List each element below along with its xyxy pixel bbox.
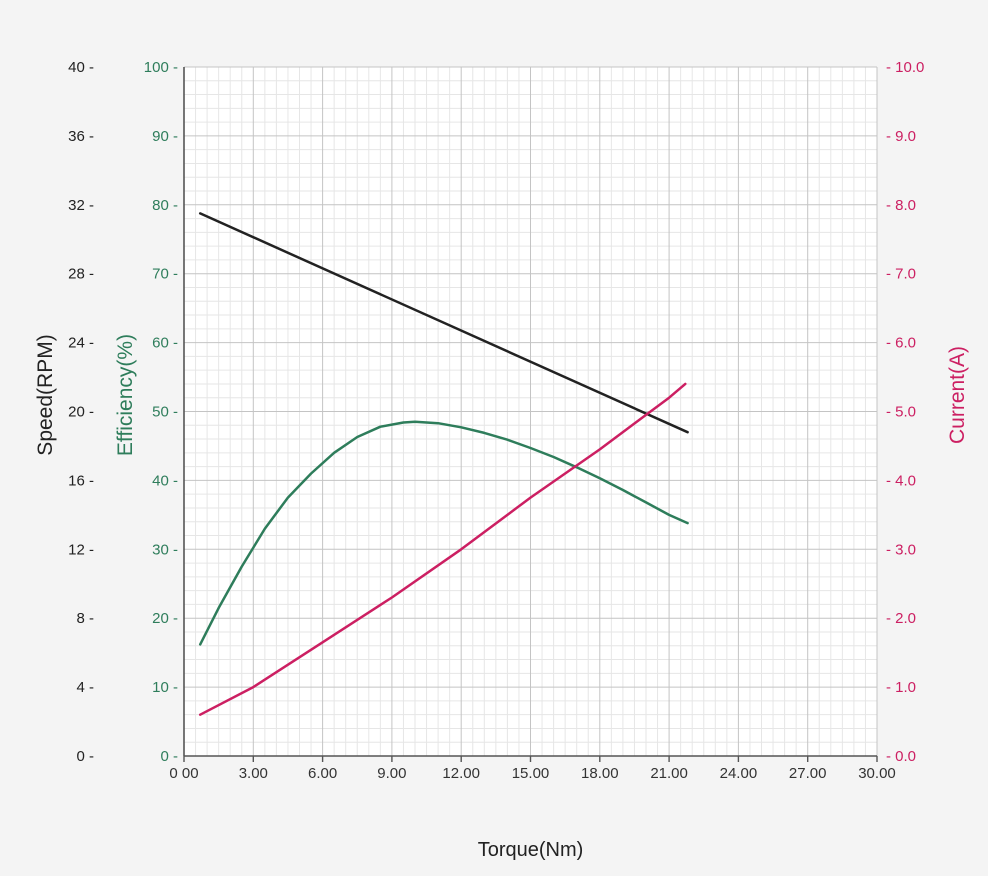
current-axis-label: Current(A) (946, 346, 969, 444)
speed-tick-label: 0 - (76, 748, 94, 765)
efficiency-tick-label: 90 - (152, 128, 178, 145)
speed-tick-label: 40 - (68, 59, 94, 76)
speed-tick-label: 12 - (68, 541, 94, 558)
x-tick-label: 21.00 (650, 765, 688, 782)
current-tick-label: - 7.0 (886, 266, 916, 283)
current-tick-label: - 0.0 (886, 748, 916, 765)
current-tick-label: - 6.0 (886, 335, 916, 352)
speed-tick-label: 8 - (76, 610, 94, 627)
efficiency-tick-label: 80 - (152, 197, 178, 214)
tick-labels: 0 00 3.00 6.00 9.00 12.00 15.00 18.00 21.00 24.0… (68, 59, 924, 782)
speed-tick-label: 28 - (68, 266, 94, 283)
x-axis-label: Torque(Nm) (478, 839, 584, 861)
x-tick-label: 0 00 (169, 765, 198, 782)
speed-tick-label: 32 - (68, 197, 94, 214)
current-tick-label: - 2.0 (886, 610, 916, 627)
speed-tick-label: 24 - (68, 335, 94, 352)
current-tick-label: - 10.0 (886, 59, 924, 76)
x-tick-label: 18.00 (581, 765, 619, 782)
efficiency-tick-label: 70 - (152, 266, 178, 283)
x-tick-label: 24.00 (720, 765, 758, 782)
speed-curve (198, 212, 689, 434)
speed-tick-label: 4 - (76, 679, 94, 696)
efficiency-tick-label: 30 - (152, 541, 178, 558)
series-lines (198, 212, 689, 716)
efficiency-tick-label: 40 - (152, 472, 178, 489)
current-tick-label: - 4.0 (886, 472, 916, 489)
x-tick-label: 15.00 (512, 765, 550, 782)
current-tick-label: - 1.0 (886, 679, 916, 696)
efficiency-tick-label: 50 - (152, 404, 178, 421)
current-tick-label: - 3.0 (886, 541, 916, 558)
current-tick-label: - 5.0 (886, 404, 916, 421)
speed-axis-label: Speed(RPM) (34, 334, 57, 455)
speed-tick-label: 36 - (68, 128, 94, 145)
speed-tick-label: 16 - (68, 472, 94, 489)
current-tick-label: - 8.0 (886, 197, 916, 214)
efficiency-tick-label: 100 - (144, 59, 178, 76)
current-curve (198, 382, 687, 716)
x-tick-label: 6.00 (308, 765, 337, 782)
x-tick-label: 3.00 (239, 765, 268, 782)
axes (183, 67, 878, 762)
efficiency-tick-label: 10 - (152, 679, 178, 696)
efficiency-axis-label: Efficiency(%) (114, 334, 137, 456)
speed-tick-label: 20 - (68, 404, 94, 421)
x-tick-label: 27.00 (789, 765, 827, 782)
efficiency-tick-label: 0 - (160, 748, 178, 765)
efficiency-tick-label: 60 - (152, 335, 178, 352)
efficiency-tick-label: 20 - (152, 610, 178, 627)
current-tick-label: - 9.0 (886, 128, 916, 145)
x-tick-label: 30.00 (858, 765, 896, 782)
major-grid (184, 66, 878, 756)
x-tick-label: 9.00 (377, 765, 406, 782)
x-tick-label: 12.00 (442, 765, 480, 782)
efficiency-curve (198, 420, 689, 646)
